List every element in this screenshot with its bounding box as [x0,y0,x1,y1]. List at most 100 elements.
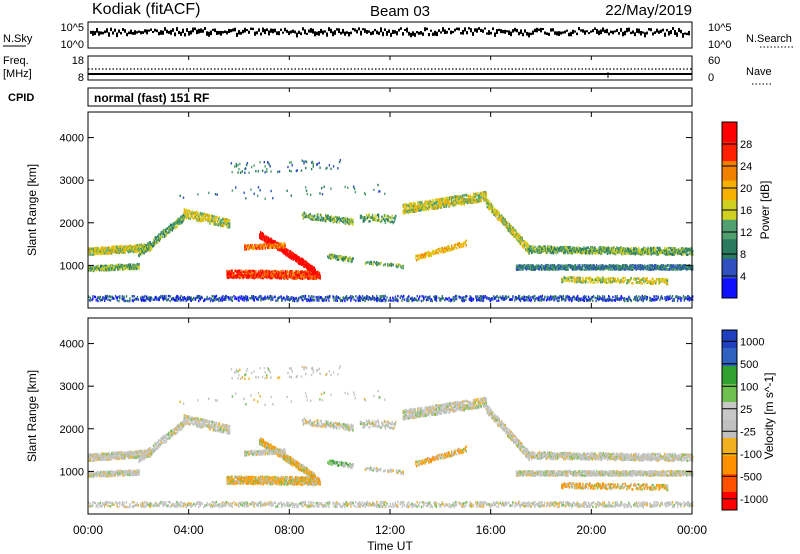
power-cell [315,218,317,221]
power-cell [264,234,266,238]
power-cell [252,247,255,250]
power-cell [447,245,449,248]
power-cell [434,198,437,201]
power-cell [153,240,156,243]
power-cell [407,203,410,207]
power-cell [439,198,442,201]
power-cell [551,246,553,249]
power-cell [99,264,102,268]
power-cell [301,275,304,278]
power-cell [501,219,504,222]
power-cell [91,247,93,250]
power-cell [533,247,535,250]
power-cell [548,249,551,253]
power-cell [162,230,164,234]
power-cell [372,216,375,219]
power-cell [444,199,447,203]
power-cell [220,218,222,222]
power-cell [569,245,572,249]
power-cell [482,197,484,200]
power-cell [155,236,157,239]
power-cell [137,250,139,253]
power-cell [541,245,543,249]
power-cell [99,251,102,254]
power-cell [494,213,496,216]
power-cell [380,261,382,265]
power-cell [421,256,423,260]
power-cell [289,250,292,253]
power-cell [427,255,430,258]
power-cell [127,248,129,251]
power-cell [421,253,424,257]
power-cell [438,248,440,251]
power-cell [417,208,420,211]
power-cell [584,252,587,255]
power-cell [650,249,653,253]
power-cell [603,248,605,251]
power-cell [638,249,641,253]
power-cell [457,197,460,200]
power-cell [649,246,652,250]
power-cell [448,245,450,248]
power-cell [137,264,139,267]
power-cell [262,243,265,247]
power-cell [494,207,496,211]
power-cell [297,261,299,264]
power-cell [374,214,376,217]
nsky-sample [438,29,440,32]
power-cell [631,250,633,254]
nsky-sample [462,29,464,35]
power-cell [291,256,293,259]
power-cell [100,268,103,271]
power-cell [587,246,589,249]
power-cell [532,247,535,250]
power-cell [269,238,271,242]
power-cell [478,199,480,203]
power-cell [174,226,176,229]
nsky-sample [378,31,380,35]
power-cell [254,271,256,274]
power-cell [684,252,686,256]
power-cell [424,252,426,255]
power-cell [552,247,554,251]
power-cell [686,249,689,253]
power-cell [555,248,557,252]
power-cell [618,251,621,254]
power-cell [427,203,429,206]
power-cell [293,255,295,258]
power-cell [481,196,483,199]
power-cell [263,271,266,274]
power-cell [228,226,231,229]
power-cell [505,223,507,227]
power-cell [501,216,504,220]
power-cell [290,275,293,279]
power-cell [627,252,630,255]
power-cell [92,269,94,272]
power-cell [323,219,325,222]
power-cell [673,251,675,255]
power-cell [656,251,658,254]
nsky-sample [540,27,542,33]
power-cell [375,263,378,267]
power-cell [515,234,517,237]
power-cell [630,248,632,252]
power-cell [88,266,90,270]
power-cell [431,207,433,210]
power-cell [421,206,423,210]
power-cell [267,238,270,241]
power-cell [287,253,289,257]
power-cell [439,198,441,201]
power-cell [657,247,659,250]
nsky-sample [328,27,330,32]
power-cell [533,248,535,252]
power-cell [546,247,549,251]
power-cell [110,246,113,249]
power-cell [574,250,577,254]
power-cell [587,252,589,255]
power-cell [680,252,682,255]
power-cell [117,248,120,252]
power-cell [567,251,569,255]
power-cell [277,276,279,279]
power-cell [532,245,535,249]
power-cell [511,226,513,229]
